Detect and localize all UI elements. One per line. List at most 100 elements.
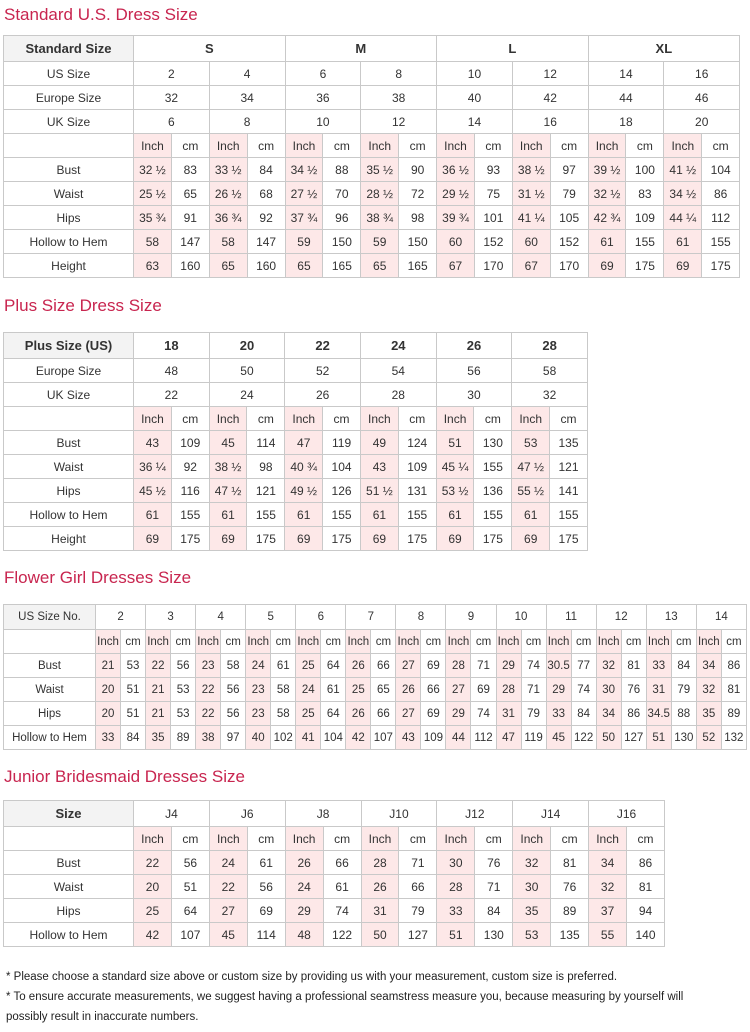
- unit-inch: Inch: [145, 629, 172, 654]
- measurement-label: Bust: [3, 157, 134, 182]
- measurement-row: Waist 20 51 21 53 22 56 23 58 24 61 25 65 26 66 27 69 28 7…: [3, 677, 747, 702]
- unit-cm: cm: [270, 629, 297, 654]
- value-cm: 105: [549, 205, 589, 230]
- value-inch: 61: [435, 502, 475, 527]
- value-cm: 155: [246, 502, 286, 527]
- unit-inch: Inch: [195, 629, 222, 654]
- value-inch: 60: [436, 229, 475, 254]
- value-inch: 38 ½: [208, 454, 248, 479]
- value-inch: 59: [360, 229, 400, 254]
- size-header-cell: 16: [511, 109, 589, 134]
- value-cm: 98: [398, 205, 438, 230]
- value-inch: 65: [360, 253, 400, 278]
- value-inch: 35: [512, 898, 552, 923]
- measurement-row: Bust 43 109 45 114 47 119 49 124 51 130 53 135: [3, 430, 588, 455]
- value-cm: 74: [570, 677, 597, 702]
- unit-cm: cm: [170, 826, 210, 851]
- value-inch: 29: [445, 701, 472, 726]
- unit-inch: Inch: [436, 826, 476, 851]
- size-header-cell: 14: [695, 604, 747, 630]
- value-inch: 47: [495, 725, 522, 750]
- unit-inch: Inch: [245, 629, 272, 654]
- unit-cm: cm: [570, 629, 597, 654]
- value-inch: 30: [512, 874, 552, 899]
- value-inch: 50: [360, 922, 400, 947]
- value-inch: 39 ¾: [436, 205, 475, 230]
- value-inch: 41 ¼: [511, 205, 551, 230]
- row-label: UK Size: [3, 109, 134, 134]
- value-cm: 155: [625, 229, 665, 254]
- standard-size-table: Standard Size S M L XL US Size 2 4 6 8 10 12 14 16 Eur…: [3, 35, 741, 278]
- size-header-cell: 4: [208, 61, 286, 86]
- size-header-cell: J6: [208, 800, 286, 827]
- value-inch: 24: [208, 850, 248, 875]
- size-header-cell: 10: [495, 604, 547, 630]
- row-label: Size: [3, 800, 134, 827]
- value-cm: 130: [473, 430, 513, 455]
- value-inch: 28: [436, 874, 476, 899]
- value-cm: 170: [473, 253, 513, 278]
- value-cm: 155: [397, 502, 437, 527]
- unit-inch: Inch: [284, 826, 324, 851]
- unit-row: Inch cm Inch cm Inch cm Inch cm Inch cm Inch cm Inch…: [3, 826, 665, 851]
- unit-row: Inch cm Inch cm Inch cm Inch cm Inch cm Inch cm Inch…: [3, 133, 741, 158]
- standard-size-title: Standard U.S. Dress Size: [4, 5, 198, 24]
- value-cm: 175: [625, 253, 665, 278]
- value-inch: 58: [208, 229, 248, 254]
- value-cm: 53: [170, 701, 197, 726]
- unit-inch: Inch: [133, 133, 172, 158]
- unit-cm: cm: [549, 406, 588, 431]
- value-inch: 53: [512, 922, 552, 947]
- value-inch: 69: [284, 526, 324, 551]
- unit-cm: cm: [473, 133, 513, 158]
- value-cm: 124: [397, 430, 437, 455]
- size-header-cell: J14: [512, 800, 590, 827]
- measurement-row: Waist 20 51 22 56 24 61 26 66 28 71 30 76 32 81: [3, 874, 665, 899]
- size-header-cell: 30: [435, 382, 513, 407]
- value-cm: 119: [322, 430, 361, 455]
- row-label: Europe Size: [3, 85, 134, 110]
- value-inch: 51: [436, 922, 476, 947]
- value-cm: 130: [670, 725, 697, 750]
- value-inch: 36 ¾: [208, 205, 248, 230]
- value-cm: 74: [322, 898, 362, 923]
- value-inch: 45: [208, 430, 248, 455]
- note-measurement: * To ensure accurate measurements, we su…: [6, 991, 684, 1003]
- value-cm: 175: [322, 526, 361, 551]
- size-header-cell: M: [284, 35, 438, 62]
- value-cm: 150: [398, 229, 438, 254]
- junior-bridesmaid-table: Size J4 J6 J8 J10 J12 J14 J16 Inch cm Inch cm Inch cm…: [3, 800, 665, 947]
- value-cm: 97: [549, 157, 589, 182]
- value-cm: 66: [322, 850, 362, 875]
- unit-inch: Inch: [511, 133, 551, 158]
- value-cm: 91: [170, 205, 210, 230]
- value-cm: 88: [670, 701, 697, 726]
- size-header-cell: 18: [133, 332, 210, 359]
- size-header-cell: 6: [284, 61, 362, 86]
- unit-cm: cm: [474, 826, 514, 851]
- value-inch: 34 ½: [663, 181, 703, 206]
- header-row: UK Size 6 8 10 12 14 16 18 20: [3, 109, 741, 134]
- value-cm: 132: [720, 725, 747, 750]
- value-cm: 175: [170, 526, 210, 551]
- value-cm: 109: [420, 725, 447, 750]
- value-inch: 34.5: [645, 701, 672, 726]
- value-cm: 135: [550, 922, 590, 947]
- value-cm: 51: [120, 677, 147, 702]
- size-header-cell: 7: [345, 604, 397, 630]
- size-header-cell: 32: [511, 382, 588, 407]
- unit-inch: Inch: [511, 406, 551, 431]
- value-cm: 160: [170, 253, 210, 278]
- value-inch: 30: [595, 677, 622, 702]
- value-cm: 116: [170, 478, 210, 503]
- value-cm: 101: [473, 205, 513, 230]
- unit-cm: cm: [246, 826, 286, 851]
- value-inch: 52: [695, 725, 722, 750]
- size-header-cell: 46: [663, 85, 741, 110]
- value-inch: 50: [595, 725, 622, 750]
- value-inch: 30: [436, 850, 476, 875]
- value-inch: 26 ½: [208, 181, 248, 206]
- measurement-row: Hollow to Hem 42 107 45 114 48 122 50 127 51 130 53…: [3, 922, 665, 947]
- size-header-cell: J16: [588, 800, 665, 827]
- value-inch: 26: [395, 677, 422, 702]
